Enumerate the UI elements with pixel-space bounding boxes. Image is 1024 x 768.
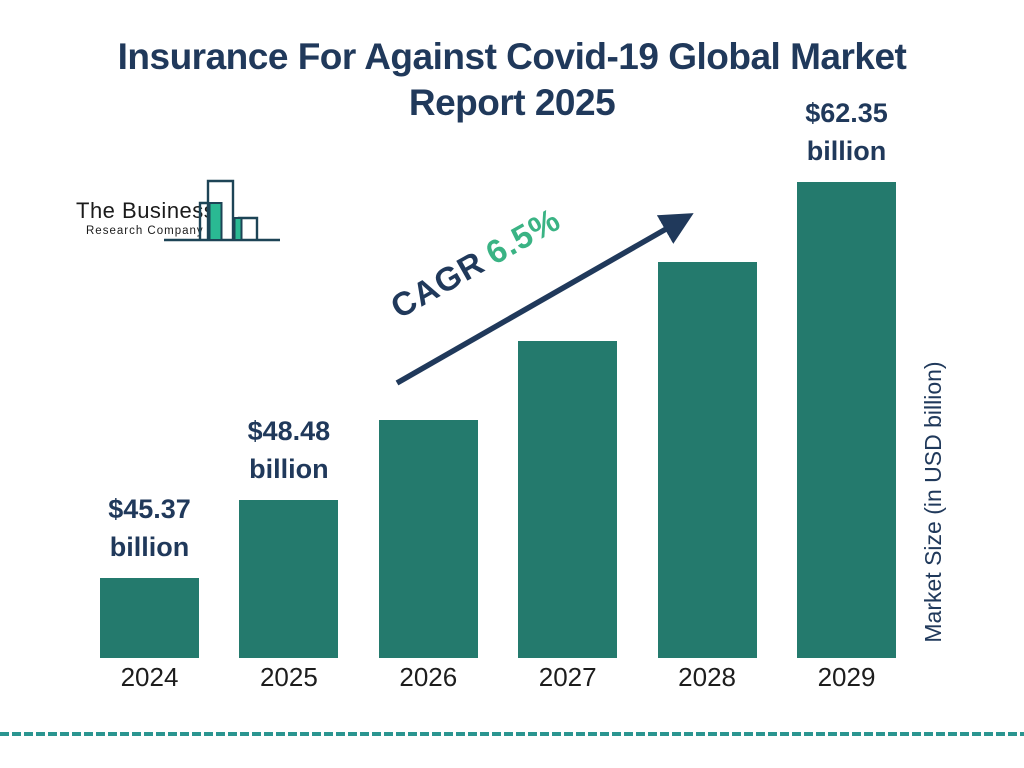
x-axis-label-2029: 2029: [817, 662, 876, 692]
logo-company-name: The Business: [76, 198, 216, 223]
page-title-line2: Report 2025: [408, 82, 616, 123]
x-axis-label-2027: 2027: [538, 662, 597, 692]
value-label-amount: $45.37: [108, 494, 191, 524]
logo-bar-chart-icon: [164, 179, 280, 242]
cagr-trend-arrow: [395, 213, 694, 386]
x-axis-label-2024: 2024: [120, 662, 179, 692]
x-axis-label-2025: 2025: [259, 662, 318, 692]
bar-2029: [797, 182, 896, 658]
page-title-line1: Insurance For Against Covid-19 Global Ma…: [117, 36, 907, 77]
value-label-unit: billion: [806, 136, 887, 166]
value-label-amount: $48.48: [247, 416, 331, 446]
value-label-unit: billion: [249, 454, 329, 484]
logo-company-subname: Research Company: [86, 225, 204, 237]
bottom-dashed-divider: [0, 732, 1024, 736]
value-label-amount: $62.35: [805, 98, 888, 128]
value-label-2024: $45.37 billion: [60, 490, 240, 566]
y-axis-label: Market Size (in USD billion): [920, 361, 946, 643]
bar-2027: [518, 341, 618, 658]
bar-2024: [100, 578, 199, 658]
x-axis-label-2028: 2028: [678, 662, 737, 692]
value-label-unit: billion: [109, 532, 190, 562]
page-title: Insurance For Against Covid-19 Global Ma…: [0, 34, 1024, 126]
company-logo: The Business Research Company: [76, 198, 215, 237]
x-axis-label-2026: 2026: [399, 662, 458, 692]
value-label-2029: $62.35 billion: [757, 94, 937, 170]
value-label-2025: $48.48 billion: [199, 412, 379, 488]
bar-2025: [239, 500, 339, 658]
bar-2028: [657, 262, 757, 658]
bar-2026: [378, 420, 478, 658]
